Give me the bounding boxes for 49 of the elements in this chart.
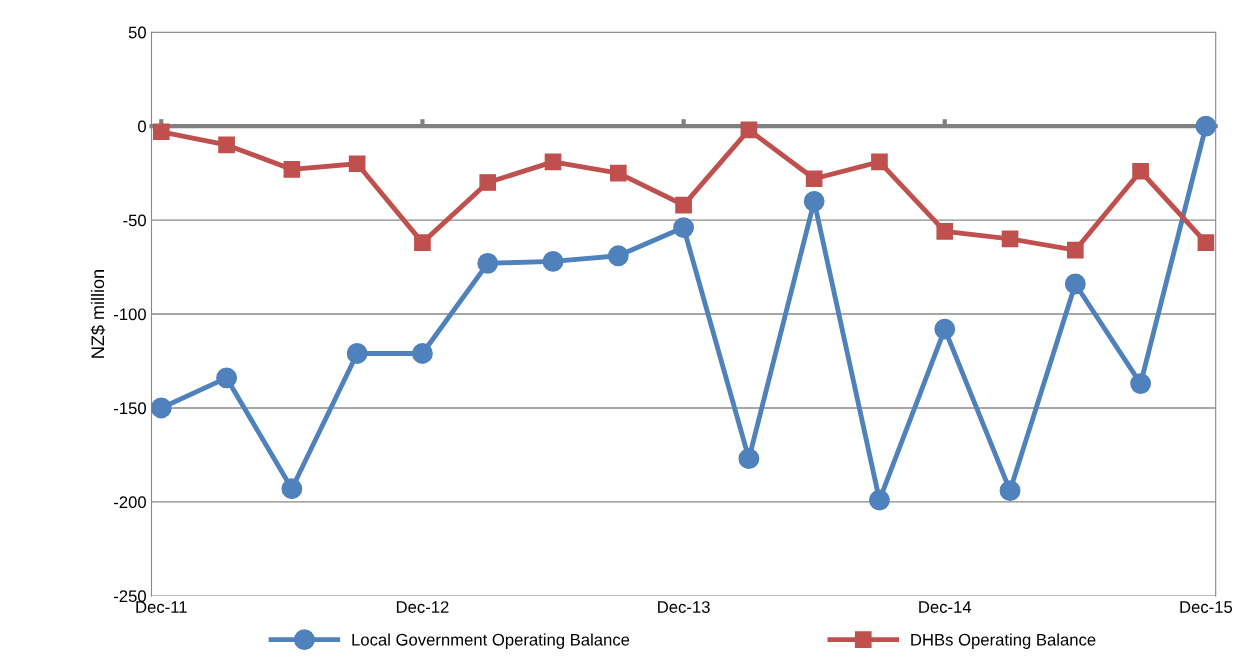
point	[999, 480, 1021, 502]
y-tick-label: -200	[114, 496, 146, 509]
y-tick-label: -150	[114, 402, 146, 415]
point	[609, 164, 627, 182]
point	[740, 121, 758, 139]
x-tick-label: Dec-14	[919, 601, 972, 613]
y-tick-label: 50	[128, 26, 146, 39]
y-tick-label: -50	[123, 214, 146, 227]
point	[218, 136, 235, 154]
legend-label: DHBs Operating Balance	[911, 633, 1096, 649]
y-axis-title: NZ$ million	[90, 270, 106, 358]
point	[1001, 230, 1019, 248]
y-tick-label: 0	[138, 120, 146, 133]
point	[803, 190, 825, 212]
point	[348, 155, 366, 173]
y-tick-label: -100	[114, 308, 146, 321]
point	[1197, 234, 1215, 251]
point	[412, 343, 433, 364]
point	[673, 217, 695, 239]
point	[805, 170, 823, 188]
point	[1132, 162, 1149, 180]
point	[283, 161, 301, 178]
point	[216, 367, 237, 389]
legend-label: Local Government Operating Balance	[352, 633, 630, 649]
x-tick-label: Dec-11	[136, 601, 187, 613]
point	[1130, 373, 1152, 394]
point	[542, 251, 564, 272]
point	[871, 153, 888, 171]
point	[936, 223, 954, 240]
point	[414, 234, 431, 251]
point	[607, 245, 629, 267]
y-tick-label: -250	[114, 590, 146, 603]
point	[1066, 241, 1084, 259]
point	[934, 318, 956, 340]
point	[738, 448, 760, 470]
point	[675, 196, 692, 214]
point	[346, 343, 368, 364]
point	[152, 123, 170, 141]
point	[544, 153, 562, 171]
point	[479, 174, 497, 191]
point	[869, 489, 890, 511]
point	[1195, 115, 1216, 137]
point	[151, 397, 172, 419]
point	[1064, 273, 1086, 295]
x-tick-label: Dec-13	[658, 601, 710, 613]
x-tick-label: Dec-15	[1180, 601, 1233, 613]
x-tick-label: Dec-12	[396, 601, 449, 613]
point	[477, 252, 499, 274]
point	[281, 478, 303, 500]
